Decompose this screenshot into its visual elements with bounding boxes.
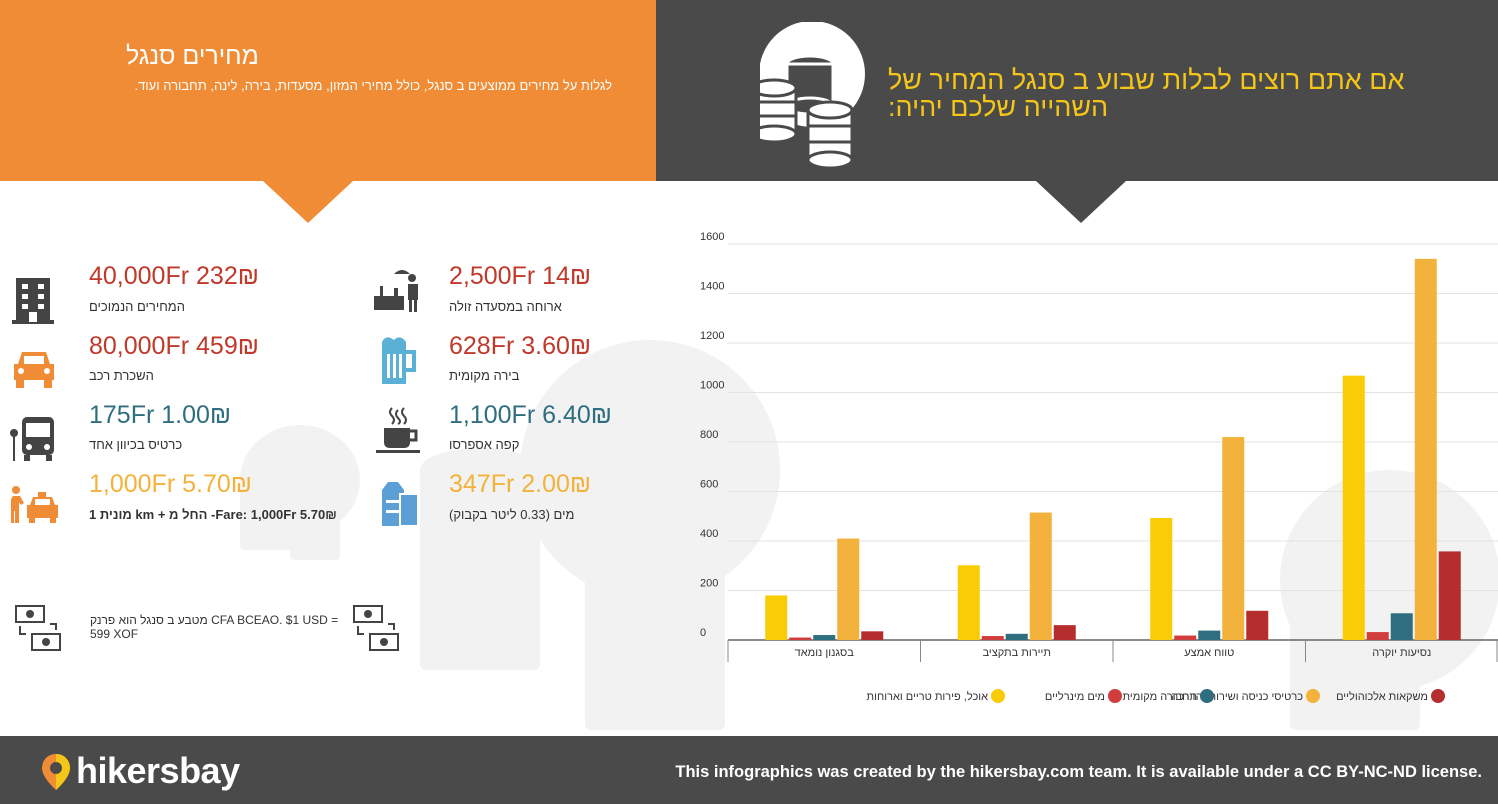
footer: hikersbay This infographics was created … (0, 736, 1498, 804)
license-text: This infographics was created by the hik… (675, 763, 1482, 781)
bar (1005, 633, 1028, 640)
water-label: מים (0.33 ליטר בקבוק) (449, 507, 575, 522)
bar (957, 565, 980, 640)
meal-label: ארוחה במסעדה זולה (449, 299, 562, 314)
y-tick-label: 400 (700, 528, 718, 540)
brand-name: hikersbay (76, 750, 240, 791)
legend-marker (1431, 689, 1445, 703)
header-left-pointer (263, 181, 353, 223)
page-title: מחירים סנגל (126, 42, 259, 70)
legend-label: תחבורה מקומית (1123, 691, 1197, 703)
currency-exchange-icon-right (353, 605, 399, 651)
x-tick-label: בסגנון נומאד (795, 647, 855, 659)
y-tick-label: 1600 (700, 231, 724, 243)
hotel-price: 40,000Fr 232₪ (89, 262, 259, 290)
bar (861, 631, 884, 640)
bar (1222, 437, 1245, 640)
bar (981, 636, 1004, 640)
water-price: 347Fr 2.00₪ (449, 470, 592, 498)
y-tick-label: 1000 (700, 380, 724, 392)
beer-label: בירה מקומית (449, 368, 520, 383)
beer-icon (382, 337, 416, 384)
bar (1342, 375, 1365, 640)
legend-label: אוכל, פירות טריים וארוחות (867, 690, 989, 703)
restaurant-icon (374, 270, 418, 312)
bar (1053, 625, 1076, 640)
bar (789, 637, 812, 640)
x-tick-label: נסיעות יוקרה (1372, 647, 1431, 659)
y-tick-label: 0 (700, 627, 706, 639)
y-tick-label: 200 (700, 578, 718, 590)
legend-marker (1306, 689, 1320, 703)
hotel-label: המחירים הנמוכים (89, 299, 185, 314)
coffee-price: 1,100Fr 6.40₪ (449, 401, 612, 429)
car-rental-label: השכרת רכב (89, 368, 154, 383)
bar (1414, 258, 1437, 640)
currency-exchange-icon (15, 605, 61, 651)
beer-price: 628Fr 3.60₪ (449, 332, 592, 360)
header-left-panel (0, 0, 656, 181)
bus-ticket-label: כרטיס בכיוון אחד (89, 437, 183, 452)
legend-marker (1108, 689, 1122, 703)
bar (1150, 517, 1173, 640)
legend-label: משקאות אלכוהוליים (1336, 690, 1428, 703)
bus-icon (10, 417, 54, 461)
x-tick-label: טווח אמצע (1184, 647, 1234, 659)
bar (1366, 632, 1389, 640)
coins-icon (760, 22, 865, 170)
car-rental-price: 80,000Fr 459₪ (89, 332, 259, 360)
bar (1174, 635, 1197, 640)
bar (1198, 630, 1221, 640)
bar (1246, 610, 1269, 640)
bar (1390, 613, 1413, 640)
cost-chart: 0 200 400 600 800 1000 1200 1400 1600 בסגנון נומא… (700, 231, 1498, 703)
y-tick-label: 1400 (700, 281, 724, 293)
taxi-label: מונית 1 km + החל מ -Fare: 1,000Fr 5.70₪ (89, 507, 337, 522)
water-icon (382, 482, 419, 527)
legend-label: מים מינרליים (1045, 690, 1105, 703)
bar (837, 538, 860, 640)
bar (765, 595, 788, 640)
currency-note: מטבע ב סנגל הוא פרנק CFA BCEAO. $1 USD =… (90, 613, 339, 641)
y-tick-label: 600 (700, 479, 718, 491)
legend-marker (991, 689, 1005, 703)
car-icon (14, 352, 54, 388)
bar (813, 635, 836, 640)
legend-marker (1200, 689, 1214, 703)
headline: אם אתם רוצים לבלות שבוע ב סנגל המחיר של … (888, 65, 1405, 122)
coffee-label: קפה אספרסו (449, 437, 520, 452)
coffee-icon (376, 407, 420, 453)
header-right-pointer (1036, 181, 1126, 223)
taxi-price: 1,000Fr 5.70₪ (89, 470, 252, 498)
hikersbay-logo-icon (42, 754, 70, 790)
y-tick-label: 800 (700, 429, 718, 441)
x-tick-label: תיירות בתקציב (983, 647, 1051, 659)
bus-ticket-price: 175Fr 1.00₪ (89, 401, 232, 429)
bar (1438, 551, 1461, 640)
meal-price: 2,500Fr 14₪ (449, 262, 592, 290)
y-tick-label: 1200 (700, 330, 724, 342)
page-subtitle: לגלות על מחירים ממוצעים ב סנגל, כולל מחי… (134, 78, 612, 93)
hotel-icon (12, 278, 54, 324)
bar (1029, 512, 1052, 640)
taxi-icon (11, 486, 58, 523)
